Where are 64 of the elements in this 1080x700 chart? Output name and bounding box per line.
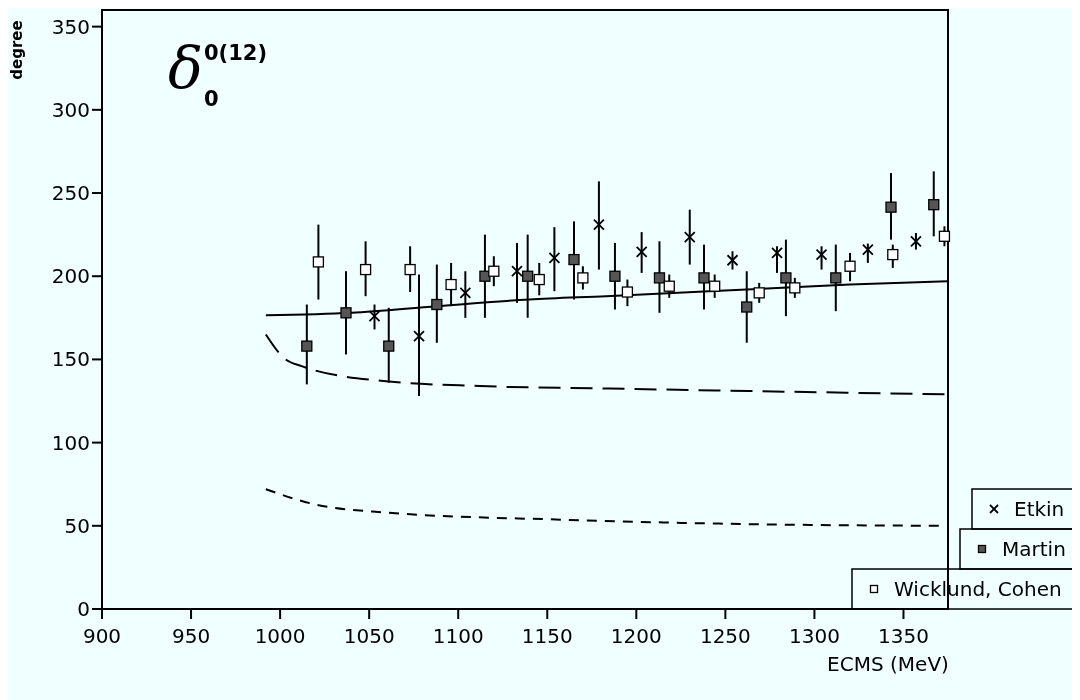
point — [301, 340, 313, 352]
point — [653, 272, 666, 284]
point — [413, 330, 425, 343]
point — [312, 256, 325, 268]
y-tick-label: 350 — [51, 14, 90, 39]
point — [568, 253, 580, 266]
point — [928, 199, 940, 211]
point — [404, 263, 416, 276]
y-tick-label: 50 — [64, 513, 90, 538]
point — [726, 254, 739, 267]
point — [533, 273, 545, 286]
point — [789, 282, 801, 294]
point — [488, 265, 500, 277]
point — [887, 248, 899, 261]
legend-label: Martin — [1002, 537, 1066, 561]
point — [830, 272, 842, 284]
point — [698, 272, 710, 284]
x-tick-label: 1250 — [699, 624, 751, 648]
y-tick-label: 300 — [51, 97, 90, 122]
x-tick-label: 1300 — [788, 624, 840, 648]
point — [511, 265, 523, 278]
y-axis-title: degree — [8, 20, 26, 80]
point — [340, 307, 352, 319]
y-tick-label: 0 — [77, 597, 90, 621]
point — [663, 280, 675, 292]
point — [621, 286, 634, 298]
x-tick-label: 1150 — [521, 624, 573, 648]
point — [383, 340, 395, 352]
point — [577, 272, 589, 284]
x-tick-label: 1050 — [343, 624, 395, 648]
y-tick-label: 100 — [51, 430, 90, 455]
point — [368, 310, 381, 323]
point — [815, 248, 828, 261]
x-tick-label: 1000 — [254, 624, 306, 648]
y-tick-label: 200 — [51, 264, 90, 289]
point — [459, 286, 472, 299]
legend-label: Etkin — [1014, 497, 1065, 521]
point — [741, 301, 753, 313]
x-tick-label: 1350 — [878, 624, 929, 648]
point — [609, 270, 621, 282]
point — [844, 260, 856, 272]
point — [771, 247, 783, 259]
y-tick-label: 150 — [51, 347, 90, 372]
point — [885, 201, 897, 213]
point — [709, 280, 721, 292]
point — [910, 235, 922, 248]
x-tick-label: 1100 — [432, 624, 484, 648]
point — [593, 218, 605, 231]
point — [938, 230, 951, 242]
point — [683, 231, 696, 244]
point — [861, 243, 874, 256]
point — [522, 270, 534, 282]
point — [359, 263, 372, 276]
x-tick-label: 900 — [82, 624, 122, 648]
x-tick-label: 1200 — [610, 624, 662, 648]
point — [548, 252, 561, 264]
x-axis-title: ECMS (MeV) — [827, 652, 949, 676]
y-tick-label: 250 — [51, 181, 90, 206]
point — [445, 278, 457, 291]
point — [753, 287, 765, 299]
point — [635, 246, 648, 258]
point — [780, 272, 792, 284]
x-tick-label: 950 — [171, 624, 211, 648]
point — [431, 298, 443, 311]
